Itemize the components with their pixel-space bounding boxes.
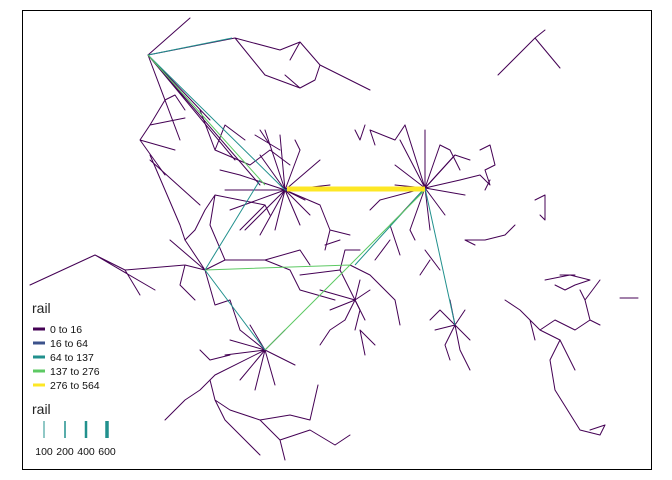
width-legend-title: rail — [32, 401, 51, 417]
color-legend-label: 276 to 564 — [50, 380, 100, 392]
rail-edges-mid — [147, 37, 456, 351]
color-legend-title: rail — [32, 300, 51, 316]
color-legend: rail 0 to 16 16 to 64 64 to 137 137 to 276 2… — [32, 300, 100, 392]
color-legend-label: 0 to 16 — [50, 324, 82, 336]
width-legend-label: 600 — [98, 446, 116, 458]
color-legend-label: 64 to 137 — [50, 352, 94, 364]
width-legend-label: 100 — [35, 446, 53, 458]
width-legend-label: 200 — [56, 446, 74, 458]
width-legend-label: 400 — [77, 446, 95, 458]
width-legend: rail 100 200 400 600 — [32, 401, 116, 458]
rail-edges-high — [147, 54, 426, 351]
color-legend-label: 16 to 64 — [50, 338, 88, 350]
color-legend-label: 137 to 276 — [50, 366, 100, 378]
rail-edges-low — [29, 17, 639, 461]
map-frame — [22, 10, 652, 470]
